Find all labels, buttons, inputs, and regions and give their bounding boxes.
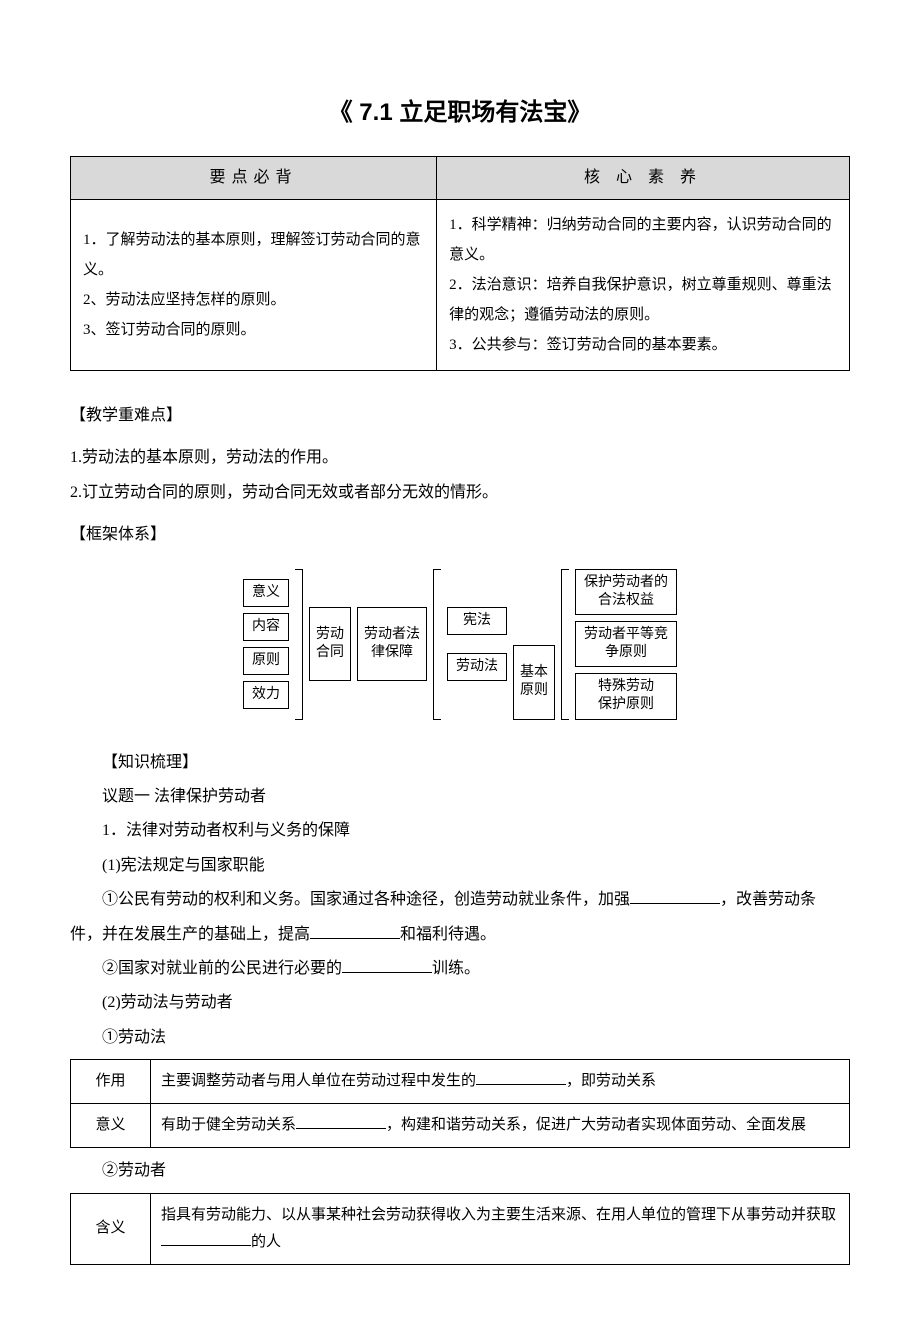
diagram-col-principles: 保护劳动者的合法权益 劳动者平等竞争原则 特殊劳动保护原则 <box>575 569 677 720</box>
laborlaw-row2-post: ，构建和谐劳动关系，促进广大劳动者实现体面劳动、全面发展 <box>386 1117 806 1133</box>
bracket-1 <box>295 569 303 720</box>
laborlaw-row1-post: ，即劳动关系 <box>566 1073 656 1089</box>
laborlaw-row1-content: 主要调整劳动者与用人单位在劳动过程中发生的 ，即劳动关系 <box>151 1060 850 1104</box>
section-knowledge-label: 【知识梳理】 <box>70 748 850 778</box>
sub-1-2-b: ②劳动者 <box>70 1156 850 1186</box>
diagram-box-meaning: 意义 <box>243 579 289 607</box>
bracket-2 <box>433 569 441 720</box>
outline-table: 要点必背 核 心 素 养 1．了解劳动法的基本原则，理解签订劳动合同的意义。2、… <box>70 156 850 371</box>
blank-6 <box>161 1231 251 1246</box>
framework-diagram: 意义 内容 原则 效力 劳动合同 劳动者法律保障 宪法 劳动法 基本原则 保护劳… <box>70 569 850 720</box>
sub-1-2: (2)劳动法与劳动者 <box>70 988 850 1018</box>
diagram-col-law: 宪法 劳动法 <box>447 607 507 681</box>
laborlaw-row1-label: 作用 <box>71 1060 151 1104</box>
laborer-content: 指具有劳动能力、以从事某种社会劳动获得收入为主要生活来源、在用人单位的管理下从事… <box>151 1193 850 1264</box>
blank-2 <box>310 923 400 939</box>
line-1-1b-pre: 件，并在发展生产的基础上，提高 <box>70 926 310 943</box>
diagram-col-left: 意义 内容 原则 效力 <box>243 579 289 710</box>
line-1-1a-pre: ①公民有劳动的权利和义务。国家通过各种途径，创造劳动就业条件，加强 <box>102 891 630 908</box>
page-title: 《 7.1 立足职场有法宝》 <box>70 90 850 136</box>
line-1-1b: 件，并在发展生产的基础上，提高 和福利待遇。 <box>70 920 850 950</box>
laborlaw-row2-pre: 有助于健全劳动关系 <box>161 1117 296 1133</box>
laborer-pre: 指具有劳动能力、以从事某种社会劳动获得收入为主要生活来源、在用人单位的管理下从事… <box>161 1207 836 1223</box>
blank-3 <box>342 957 432 973</box>
diagram-box-content: 内容 <box>243 613 289 641</box>
section-difficult-label: 【教学重难点】 <box>70 401 850 431</box>
outline-cell-left: 1．了解劳动法的基本原则，理解签订劳动合同的意义。2、劳动法应坚持怎样的原则。3… <box>71 199 437 370</box>
blank-5 <box>296 1114 386 1129</box>
diagram-principle-2: 劳动者平等竞争原则 <box>575 621 677 667</box>
diagram-box-constitution: 宪法 <box>447 607 507 635</box>
line-1-1b-post: 和福利待遇。 <box>400 926 496 943</box>
line-1-1a: ①公民有劳动的权利和义务。国家通过各种途径，创造劳动就业条件，加强 ，改善劳动条 <box>70 885 850 915</box>
laborlaw-row2-label: 意义 <box>71 1104 151 1148</box>
line-1-1a-post: ，改善劳动条 <box>720 891 816 908</box>
diagram-box-laborlaw: 劳动法 <box>447 653 507 681</box>
line-1-2-post: 训练。 <box>432 960 480 977</box>
laborer-label: 含义 <box>71 1193 151 1264</box>
diagram-principle-1: 保护劳动者的合法权益 <box>575 569 677 615</box>
section-frame-label: 【框架体系】 <box>70 520 850 550</box>
laborlaw-row1-pre: 主要调整劳动者与用人单位在劳动过程中发生的 <box>161 1073 476 1089</box>
difficult-point-2: 2.订立劳动合同的原则，劳动合同无效或者部分无效的情形。 <box>70 478 850 508</box>
diagram-box-principle: 原则 <box>243 647 289 675</box>
bracket-3 <box>561 569 569 720</box>
difficult-point-1: 1.劳动法的基本原则，劳动法的作用。 <box>70 443 850 473</box>
diagram-box-effect: 效力 <box>243 681 289 709</box>
sub-1-1: (1)宪法规定与国家职能 <box>70 851 850 881</box>
diagram-box-contract: 劳动合同 <box>309 607 351 681</box>
line-1-2-pre: ②国家对就业前的公民进行必要的 <box>102 960 342 977</box>
line-1-2: ②国家对就业前的公民进行必要的 训练。 <box>70 954 850 984</box>
laborlaw-table: 作用 主要调整劳动者与用人单位在劳动过程中发生的 ，即劳动关系 意义 有助于健全劳… <box>70 1059 850 1148</box>
sub-1-2-a: ①劳动法 <box>70 1023 850 1053</box>
blank-4 <box>476 1070 566 1085</box>
diagram-box-basic: 基本原则 <box>513 645 555 719</box>
point-1: 1．法律对劳动者权利与义务的保障 <box>70 816 850 846</box>
laborlaw-row2-content: 有助于健全劳动关系 ，构建和谐劳动关系，促进广大劳动者实现体面劳动、全面发展 <box>151 1104 850 1148</box>
laborer-table: 含义 指具有劳动能力、以从事某种社会劳动获得收入为主要生活来源、在用人单位的管理… <box>70 1193 850 1265</box>
blank-1 <box>630 888 720 904</box>
outline-header-left: 要点必背 <box>71 156 437 199</box>
topic-1: 议题一 法律保护劳动者 <box>70 782 850 812</box>
outline-cell-right: 1．科学精神：归纳劳动合同的主要内容，认识劳动合同的意义。2．法治意识：培养自我… <box>437 199 850 370</box>
diagram-principle-3: 特殊劳动保护原则 <box>575 673 677 719</box>
outline-header-right: 核 心 素 养 <box>437 156 850 199</box>
laborer-post: 的人 <box>251 1234 281 1250</box>
diagram-box-legal: 劳动者法律保障 <box>357 607 427 681</box>
